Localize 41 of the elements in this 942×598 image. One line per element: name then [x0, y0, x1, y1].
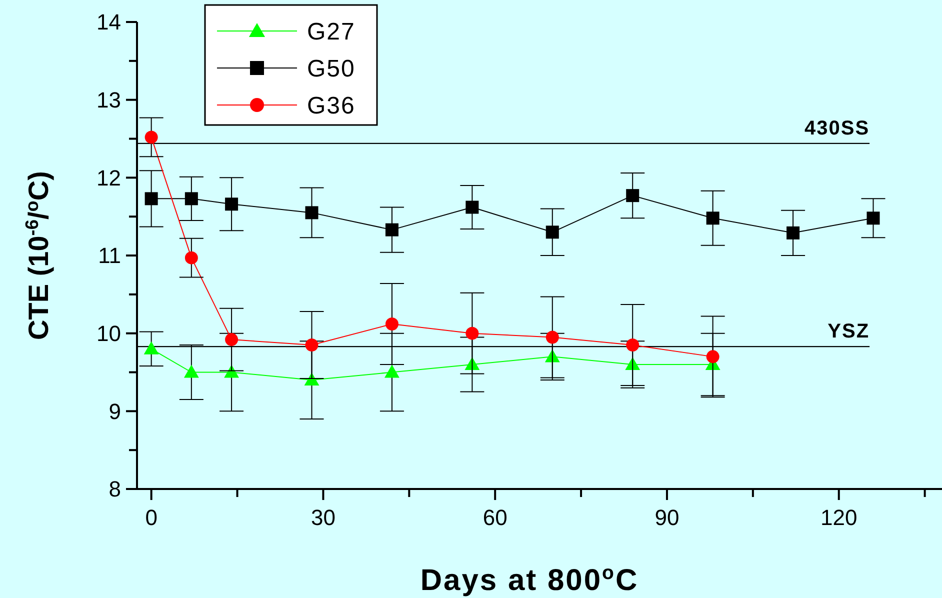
- x-tick-label: 60: [482, 505, 508, 530]
- point: [786, 226, 800, 240]
- legend-label: G36: [307, 92, 356, 120]
- point: [305, 338, 318, 352]
- point: [144, 341, 159, 354]
- x-tick-label: 120: [820, 505, 858, 530]
- point: [626, 338, 640, 352]
- legend-label: G27: [307, 18, 356, 46]
- y-tick-label: 10: [96, 321, 121, 346]
- point: [466, 200, 479, 214]
- y-tick-label: 9: [108, 398, 121, 424]
- legend-label: G50: [307, 56, 356, 83]
- point: [225, 333, 238, 346]
- x-tick-label: 30: [310, 505, 336, 530]
- point: [546, 226, 559, 239]
- x-tick-label: 90: [654, 505, 680, 530]
- point: [144, 192, 158, 206]
- point: [626, 189, 640, 202]
- point: [546, 330, 559, 344]
- point: [706, 212, 720, 225]
- point: [385, 317, 398, 330]
- y-tick-label: 13: [96, 88, 121, 113]
- point: [706, 350, 720, 364]
- point: [305, 206, 318, 220]
- ref-line-label: 430SS: [804, 117, 870, 140]
- x-tick-label: 0: [145, 505, 158, 530]
- point: [866, 212, 880, 225]
- ref-line-label: YSZ: [828, 320, 870, 343]
- point: [384, 364, 400, 378]
- x-axis-title: Days at 800$^{o}$C: [420, 562, 639, 597]
- point: [225, 198, 238, 211]
- y-tick-label: 11: [98, 243, 121, 268]
- point: [184, 364, 199, 378]
- point: [466, 326, 479, 340]
- point: [184, 251, 198, 264]
- y-tick-label: 12: [96, 165, 121, 190]
- y-tick-label: 8: [108, 476, 121, 502]
- point: [385, 223, 398, 236]
- y-tick-label: 14: [96, 10, 121, 35]
- point: [144, 130, 158, 144]
- point: [184, 192, 198, 206]
